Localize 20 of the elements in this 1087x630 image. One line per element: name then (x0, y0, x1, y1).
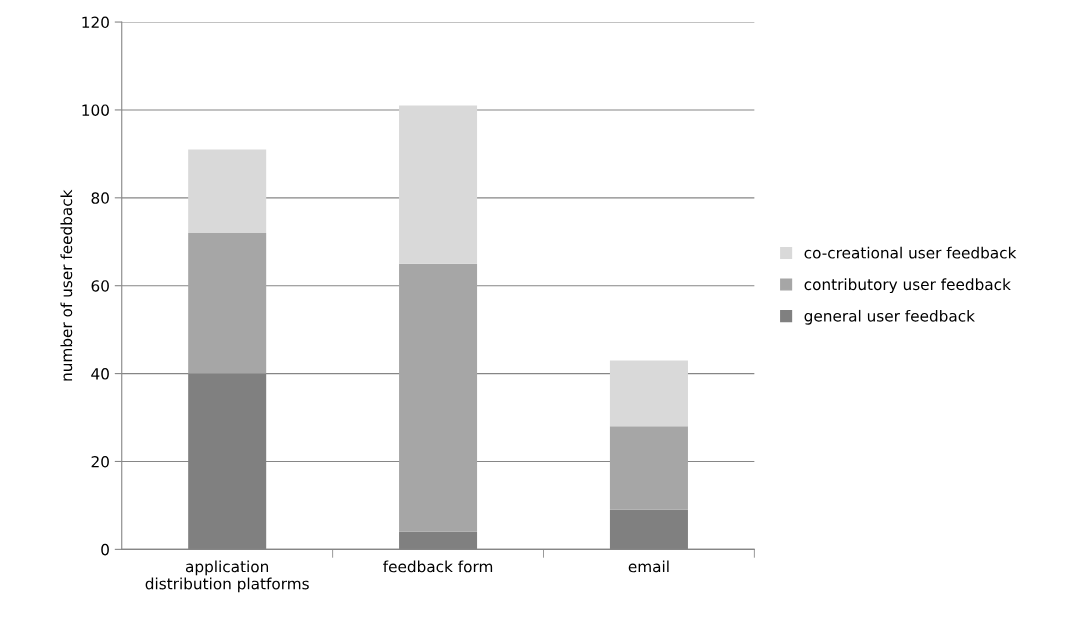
y-tick-label: 80 (91, 192, 109, 204)
y-tick-label: 40 (91, 368, 109, 380)
bar (188, 149, 267, 233)
y-tick-label: 120 (82, 16, 109, 29)
x-tick-label: feedback form (383, 560, 493, 573)
y-tick-label: 60 (91, 280, 109, 292)
x-tick-label: application distribution platforms (145, 560, 309, 593)
bar (399, 105, 478, 264)
bar (609, 360, 688, 427)
legend-label: co-creational user feedback (804, 246, 1017, 259)
legend-label: contributory user feedback (804, 278, 1011, 294)
y-axis-title: number of user feedback (60, 189, 73, 381)
y-tick-label: 100 (82, 104, 109, 116)
y-tick-label: 20 (91, 455, 109, 468)
bar (399, 263, 478, 532)
legend-label: general user feedback (804, 309, 975, 325)
x-tick-label: email (628, 560, 669, 573)
bar (609, 426, 688, 510)
y-tick-label: 0 (101, 543, 109, 556)
bar (188, 232, 267, 374)
